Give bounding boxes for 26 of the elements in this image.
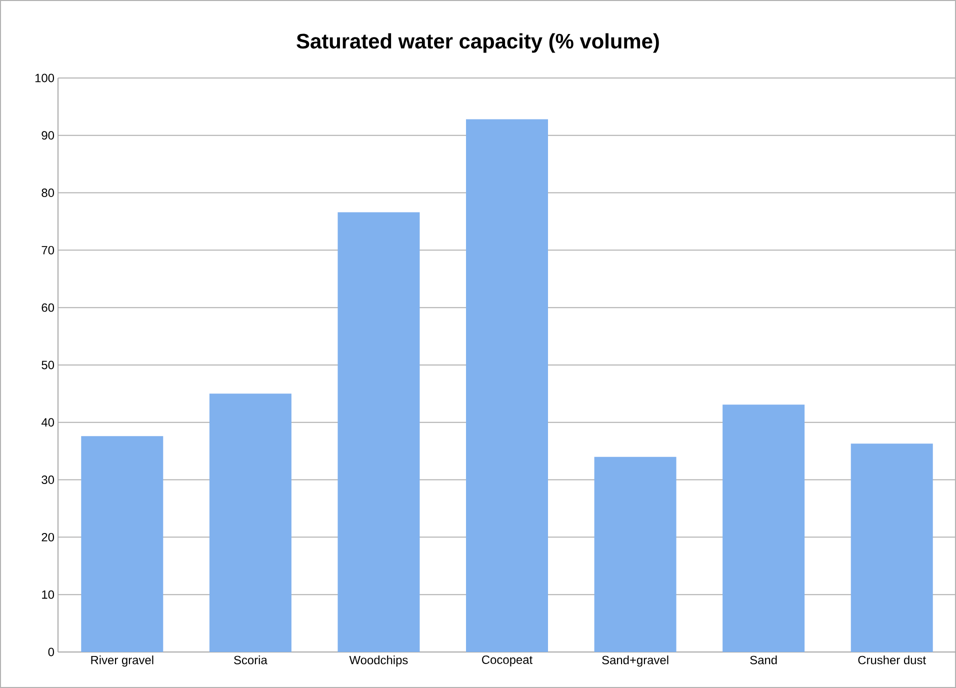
bar: [338, 212, 420, 652]
x-tick-label: River gravel: [91, 656, 154, 667]
bar: [850, 444, 933, 652]
bar: [466, 119, 548, 652]
bar: [722, 404, 805, 652]
y-tick-label: 70: [42, 246, 54, 254]
y-tick-label: 10: [42, 590, 54, 599]
bar: [209, 394, 292, 652]
y-tick-label: 90: [42, 131, 54, 140]
x-tick-label: Scoria: [234, 656, 268, 664]
y-tick-label: 0: [48, 648, 54, 656]
x-tick-label: Woodchips: [349, 656, 408, 667]
y-tick-label: 30: [42, 476, 54, 484]
y-tick-label: 100: [35, 74, 54, 82]
y-tick-label: 50: [42, 360, 54, 370]
y-tick-label: 80: [42, 188, 54, 198]
bar: [594, 456, 676, 652]
y-tick-label: 20: [42, 532, 54, 542]
x-tick-label: Sand+gravel: [602, 656, 668, 667]
x-tick-label: Sand: [750, 656, 777, 664]
chart-title: Saturated water capacity (% volume): [296, 33, 659, 53]
bar: [81, 436, 164, 652]
y-tick-label: 40: [41, 418, 54, 427]
y-tick-label: 60: [42, 303, 54, 312]
x-tick-label: Crusher dust: [858, 656, 926, 664]
x-tick-label: Cocopeat: [482, 656, 532, 666]
